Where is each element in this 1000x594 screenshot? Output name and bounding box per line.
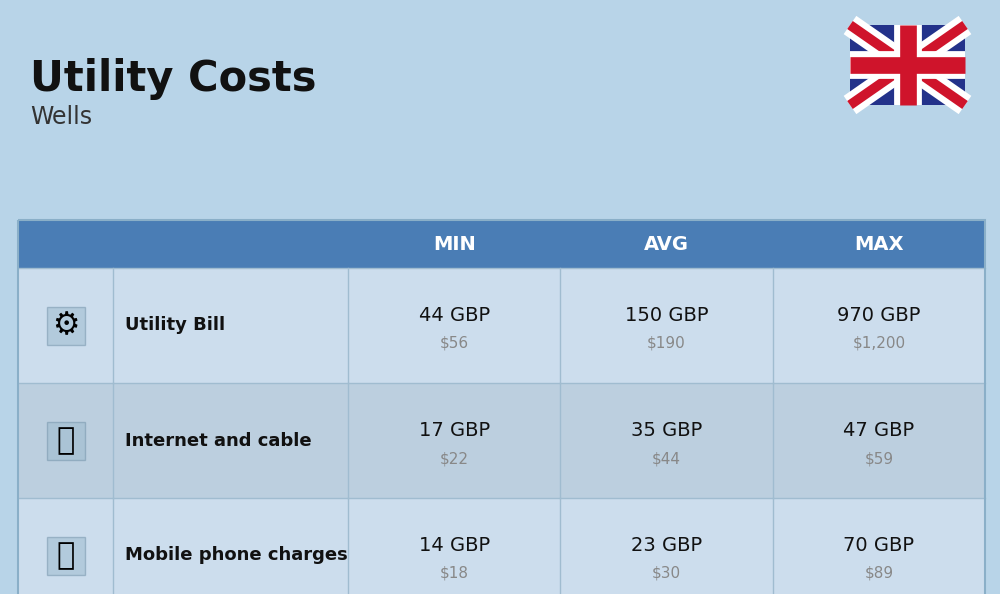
Text: 14 GBP: 14 GBP xyxy=(419,536,490,555)
Bar xyxy=(18,268,985,383)
Text: 150 GBP: 150 GBP xyxy=(625,306,708,325)
Bar xyxy=(18,383,985,498)
Text: 970 GBP: 970 GBP xyxy=(837,306,921,325)
Text: $18: $18 xyxy=(440,566,469,581)
Text: 44 GBP: 44 GBP xyxy=(419,306,490,325)
Text: 35 GBP: 35 GBP xyxy=(631,421,702,440)
Text: $56: $56 xyxy=(440,336,469,351)
Text: $1,200: $1,200 xyxy=(852,336,905,351)
Text: Wells: Wells xyxy=(30,105,92,129)
Text: $190: $190 xyxy=(647,336,686,351)
Text: $30: $30 xyxy=(652,566,681,581)
Bar xyxy=(46,536,84,574)
Bar xyxy=(18,498,985,594)
Text: Utility Costs: Utility Costs xyxy=(30,58,316,100)
Text: 17 GBP: 17 GBP xyxy=(419,421,490,440)
Text: AVG: AVG xyxy=(644,235,689,254)
Text: 📱: 📱 xyxy=(56,541,75,570)
Text: MAX: MAX xyxy=(854,235,904,254)
Bar xyxy=(46,422,84,460)
Bar xyxy=(18,220,985,594)
Text: $89: $89 xyxy=(864,566,893,581)
Text: MIN: MIN xyxy=(433,235,476,254)
Text: Utility Bill: Utility Bill xyxy=(125,317,225,334)
Text: 47 GBP: 47 GBP xyxy=(843,421,914,440)
Text: 23 GBP: 23 GBP xyxy=(631,536,702,555)
Text: Mobile phone charges: Mobile phone charges xyxy=(125,546,348,564)
Bar xyxy=(850,25,965,105)
Bar xyxy=(348,220,985,268)
Bar xyxy=(18,220,348,268)
Text: Internet and cable: Internet and cable xyxy=(125,431,312,450)
Text: 70 GBP: 70 GBP xyxy=(843,536,914,555)
Text: $22: $22 xyxy=(440,451,469,466)
Bar xyxy=(46,307,84,345)
Text: 📡: 📡 xyxy=(56,426,75,455)
Text: ⚙: ⚙ xyxy=(52,311,79,340)
Text: $44: $44 xyxy=(652,451,681,466)
Text: $59: $59 xyxy=(864,451,893,466)
